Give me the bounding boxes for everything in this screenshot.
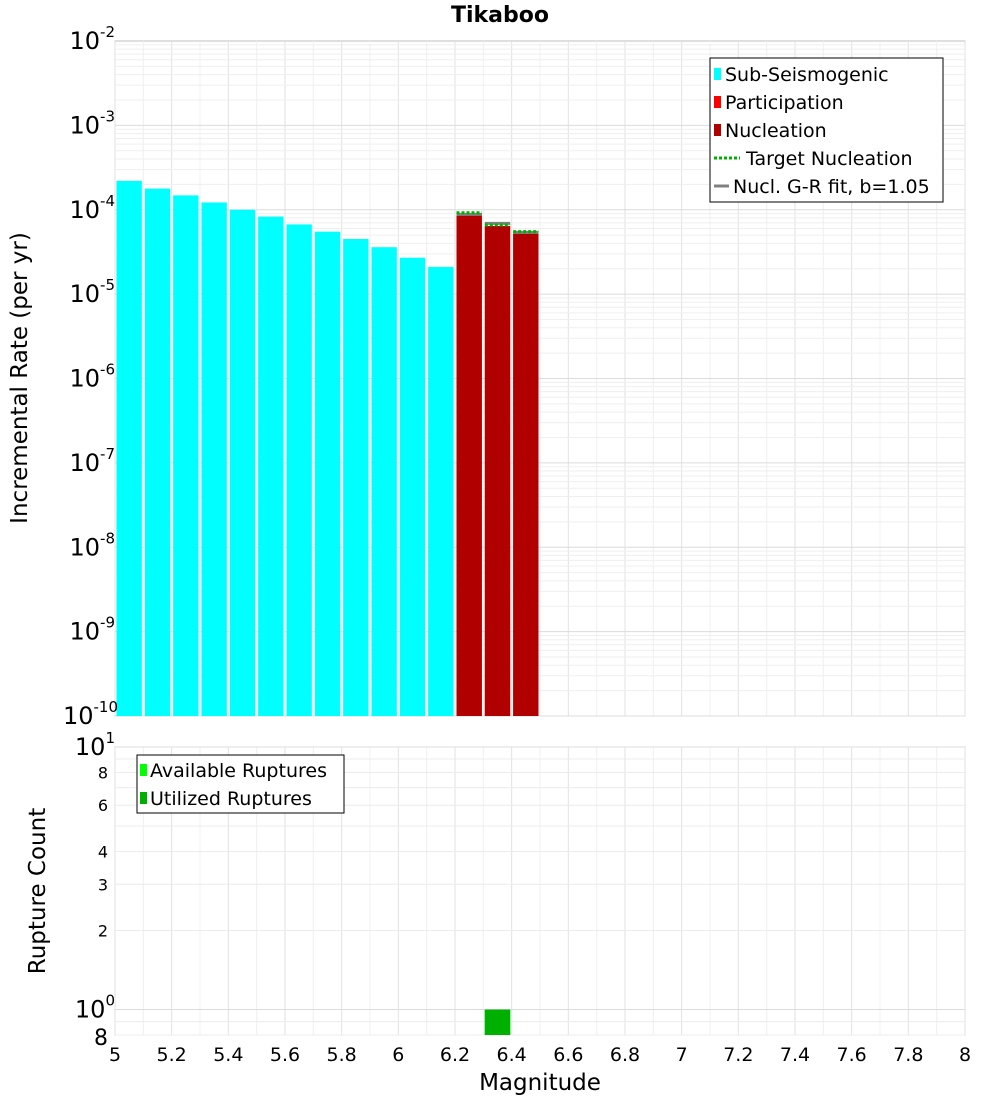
legend-label: Target Nucleation bbox=[745, 148, 913, 170]
sub-seismogenic-bar bbox=[173, 195, 199, 717]
bottom-y-axis-label: Rupture Count bbox=[25, 808, 51, 974]
legend-swatch bbox=[714, 68, 721, 80]
top-y-tick-label: 10-5 bbox=[69, 276, 115, 308]
bottom-y-tick-label: 8 bbox=[98, 763, 108, 782]
bottom-y-tick-label: 4 bbox=[98, 842, 108, 861]
top-y-tick-label: 10-10 bbox=[63, 698, 118, 730]
sub-seismogenic-bar bbox=[399, 257, 426, 716]
x-axis-label: Magnitude bbox=[479, 1070, 601, 1096]
x-tick-label: 5.8 bbox=[327, 1044, 357, 1066]
legend-swatch bbox=[140, 792, 147, 804]
x-tick-label: 6.6 bbox=[553, 1044, 583, 1066]
top-bars bbox=[116, 180, 539, 717]
top-y-tick-label: 10-4 bbox=[69, 192, 115, 224]
nucleation-bar bbox=[513, 233, 539, 716]
top-y-tick-label: 10-6 bbox=[69, 361, 115, 393]
sub-seismogenic-bar bbox=[258, 216, 284, 716]
sub-seismogenic-bar bbox=[229, 209, 256, 716]
bottom-legend-box bbox=[136, 754, 345, 814]
sub-seismogenic-bar bbox=[286, 224, 312, 717]
bottom-y-tick-label: 2 bbox=[98, 922, 108, 941]
x-tick-label: 6.2 bbox=[440, 1044, 470, 1066]
sub-seismogenic-bar bbox=[428, 266, 454, 716]
x-tick-label: 5.2 bbox=[157, 1044, 187, 1066]
top-y-tick-labels: 10-2 10-3 10-4 10-5 10-6 10-7 10-8 10-9 10-10 bbox=[63, 23, 118, 730]
legend-label: Sub-Seismogenic bbox=[725, 64, 889, 86]
top-y-tick-label: 10-8 bbox=[69, 529, 115, 561]
top-y-tick-label: 10-2 bbox=[69, 23, 115, 55]
x-tick-label: 7 bbox=[676, 1044, 688, 1066]
bottom-y-tick-label: 101 bbox=[75, 729, 115, 761]
bottom-y-tick-label: 6 bbox=[98, 796, 108, 815]
utilized-ruptures-bar bbox=[484, 1009, 511, 1035]
top-y-tick-label: 10-9 bbox=[69, 614, 115, 646]
sub-seismogenic-bar bbox=[371, 247, 397, 716]
x-tick-labels: 5 5.2 5.4 5.6 5.8 6 6.2 6.4 6.6 6.8 7 7.2 7.4 7.6 7.8 8 bbox=[109, 1044, 971, 1066]
x-tick-label: 5.4 bbox=[213, 1044, 243, 1066]
sub-seismogenic-bar bbox=[314, 231, 341, 716]
nucleation-bar bbox=[456, 214, 482, 717]
sub-seismogenic-bar bbox=[144, 188, 171, 716]
bottom-legend: Available Ruptures Utilized Ruptures bbox=[136, 754, 345, 814]
x-tick-label: 7.2 bbox=[723, 1044, 753, 1066]
sub-seismogenic-bar bbox=[343, 239, 369, 716]
legend-label: Nucleation bbox=[725, 120, 827, 142]
legend-swatch bbox=[140, 764, 147, 776]
sub-seismogenic-bar bbox=[116, 180, 142, 716]
top-y-axis-label: Incremental Rate (per yr) bbox=[7, 232, 33, 524]
legend-label: Participation bbox=[725, 92, 844, 114]
top-legend: Sub-Seismogenic Participation Nucleation Ta… bbox=[709, 57, 944, 203]
x-tick-label: 6.8 bbox=[610, 1044, 640, 1066]
bottom-y-tick-label: 100 bbox=[75, 992, 115, 1024]
legend-swatch bbox=[714, 124, 721, 136]
x-tick-label: 8 bbox=[959, 1044, 971, 1066]
chart-title: Tikaboo bbox=[451, 3, 549, 28]
top-legend-box bbox=[709, 57, 944, 203]
x-tick-label: 6 bbox=[392, 1044, 404, 1066]
top-y-tick-label: 10-7 bbox=[69, 445, 115, 477]
bottom-bars bbox=[484, 1009, 511, 1035]
legend-label: Nucl. G-R fit, b=1.05 bbox=[733, 176, 930, 198]
x-tick-label: 7.8 bbox=[893, 1044, 923, 1066]
bottom-y-tick-label: 8 bbox=[94, 1026, 108, 1051]
x-tick-label: 7.4 bbox=[780, 1044, 810, 1066]
top-y-tick-label: 10-3 bbox=[69, 107, 115, 139]
x-tick-label: 5 bbox=[109, 1044, 121, 1066]
x-tick-label: 5.6 bbox=[270, 1044, 300, 1066]
x-tick-label: 7.6 bbox=[837, 1044, 867, 1066]
legend-label: Available Ruptures bbox=[150, 760, 327, 782]
legend-label: Utilized Ruptures bbox=[150, 788, 312, 810]
nucleation-bar bbox=[484, 226, 511, 716]
bottom-y-tick-label: 3 bbox=[98, 875, 108, 894]
sub-seismogenic-bar bbox=[201, 202, 227, 717]
legend-swatch bbox=[714, 96, 721, 108]
x-tick-label: 6.4 bbox=[497, 1044, 527, 1066]
